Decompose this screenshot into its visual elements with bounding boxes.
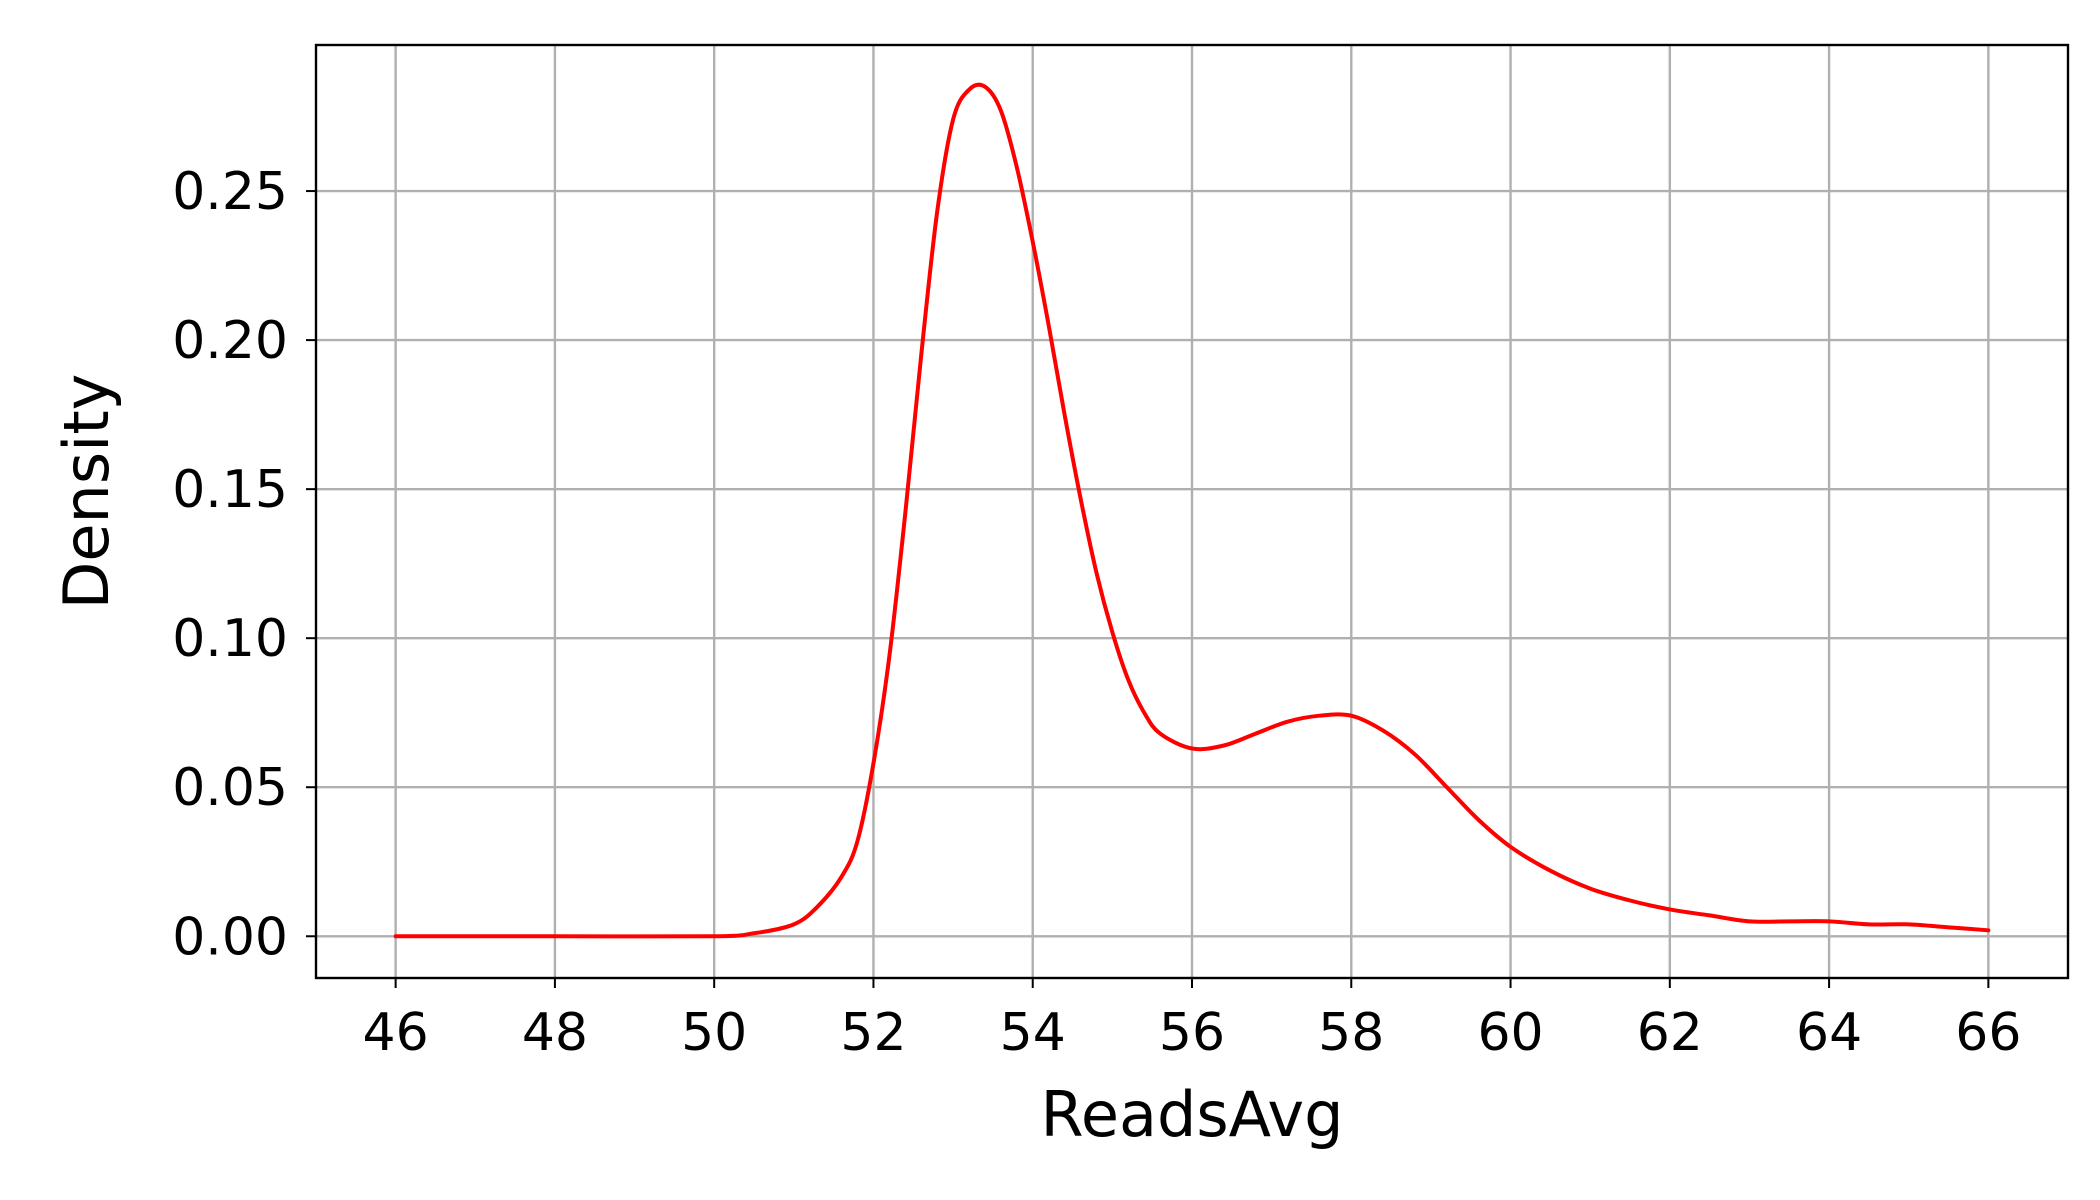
- x-tick-label: 46: [363, 1003, 429, 1063]
- x-axis-title: ReadsAvg: [1041, 1078, 1344, 1151]
- tick-layer: [306, 190, 1990, 988]
- density-series-line: [393, 82, 1991, 939]
- x-tick-label: 66: [1955, 1003, 2021, 1063]
- grid-layer: [316, 45, 2068, 978]
- x-tick-label: 48: [522, 1003, 588, 1063]
- series-layer: [393, 82, 1991, 939]
- y-tick-label: 0.15: [172, 460, 288, 520]
- y-tick-label: 0.20: [172, 311, 288, 371]
- x-tick-label: 50: [681, 1003, 747, 1063]
- y-axis-title: Density: [50, 374, 123, 610]
- y-tick-label: 0.10: [172, 609, 288, 669]
- y-tick-label: 0.25: [172, 162, 288, 222]
- x-tick-label: 52: [840, 1003, 906, 1063]
- y-tick-label: 0.00: [172, 907, 288, 967]
- x-tick-label: 54: [1000, 1003, 1066, 1063]
- x-tick-label: 64: [1796, 1003, 1862, 1063]
- x-tick-label: 62: [1637, 1003, 1703, 1063]
- y-tick-label: 0.05: [172, 758, 288, 818]
- x-tick-label: 60: [1477, 1003, 1543, 1063]
- tick-label-layer: 46 48 50 52 54 56 58 60 62 64 66 0.00 0.05 0.10 0.15 0.…: [172, 162, 2021, 1063]
- x-tick-label: 58: [1318, 1003, 1384, 1063]
- x-tick-label: 56: [1159, 1003, 1225, 1063]
